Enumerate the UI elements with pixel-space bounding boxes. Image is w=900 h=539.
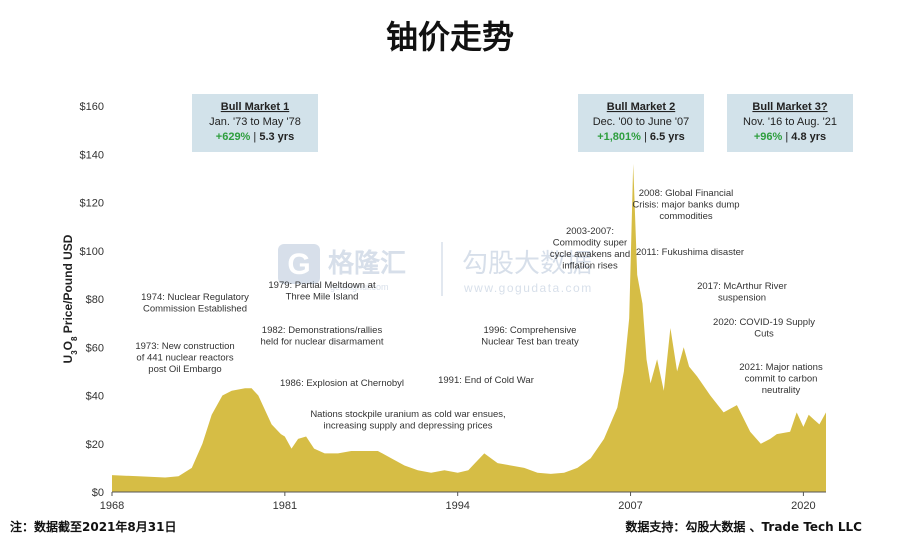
chart-annotation: 1982: Demonstrations/rallies held for nuc… [260, 325, 383, 348]
chart-annotation: Nations stockpile uranium as cold war en… [310, 409, 505, 432]
chart-annotation: 1996: Comprehensive Nuclear Test ban trea… [481, 325, 579, 348]
x-tick-label: 2020 [791, 500, 815, 512]
bull-market-box: Bull Market 1 Jan. '73 to May '78 +629% | … [192, 94, 318, 152]
watermark: G 格隆汇 gelonghui.com 勾股大数据 www.gogudata.c… [278, 242, 593, 296]
y-tick-label: $60 [86, 342, 104, 354]
y-tick-label: $80 [86, 294, 104, 306]
bull-market-box-bg [727, 94, 853, 152]
chart-annotation: 2011: Fukushima disaster [636, 247, 744, 258]
footer-note: 注：数据截至2021年8月31日 [10, 520, 177, 534]
y-axis-label: U3O8 Price/Pound USD [61, 234, 79, 363]
y-tick-label: $120 [80, 198, 104, 210]
bull-market-gain: +629% | 5.3 yrs [216, 131, 294, 143]
watermark-logo-letter: G [287, 248, 310, 281]
y-tick-label: $140 [80, 149, 104, 161]
bull-market-gain: +96% | 4.8 yrs [754, 131, 826, 143]
bull-market-box: Bull Market 2 Dec. '00 to June '07 +1,801%… [578, 94, 704, 152]
chart-annotation: 2017: McArthur River suspension [697, 281, 787, 304]
bull-market-title: Bull Market 2 [607, 101, 675, 113]
bull-market-box-bg [192, 94, 318, 152]
x-tick-label: 1994 [445, 500, 469, 512]
y-tick-label: $0 [92, 487, 104, 499]
chart-annotation: 2003-2007: Commodity super cycle awakens a… [550, 226, 630, 272]
footer-source: 数据支持：勾股大数据 、Trade Tech LLC [625, 520, 862, 534]
y-tick-label: $40 [86, 391, 104, 403]
watermark-brand2: 勾股大数据 [462, 249, 592, 279]
chart-annotation: 1991: End of Cold War [438, 375, 534, 386]
watermark-brand: 格隆汇 [328, 248, 406, 279]
bull-market-box-bg [578, 94, 704, 152]
bull-market-period: Nov. '16 to Aug. '21 [743, 116, 837, 128]
bull-market-period: Dec. '00 to June '07 [593, 116, 690, 128]
y-tick-label: $20 [86, 439, 104, 451]
watermark-url: www.gogudata.com [463, 281, 593, 295]
price-area [112, 163, 826, 492]
bull-market-title: Bull Market 3? [752, 101, 827, 113]
watermark-logo-icon [278, 244, 320, 284]
bull-market-box: Bull Market 3? Nov. '16 to Aug. '21 +96% |… [727, 94, 853, 152]
chart-annotation: 2021: Major nations commit to carbon neutr… [739, 362, 823, 396]
bull-market-gain: +1,801% | 6.5 yrs [597, 131, 685, 143]
bull-market-title: Bull Market 1 [221, 101, 289, 113]
page-title: 铀价走势 [385, 18, 514, 56]
chart-annotation: 1986: Explosion at Chernobyl [280, 378, 404, 389]
x-tick-label: 2007 [618, 500, 642, 512]
bull-market-period: Jan. '73 to May '78 [209, 116, 301, 128]
y-tick-label: $160 [80, 101, 104, 113]
x-tick-label: 1968 [100, 500, 124, 512]
chart-annotation: 1973: New construction of 441 nuclear rea… [135, 341, 234, 375]
chart-annotation: 1974: Nuclear Regulatory Commission Estab… [141, 292, 249, 315]
chart-annotation: 2008: Global Financial Crisis: major bank… [632, 188, 739, 222]
chart-annotation: 1979: Partial Meltdown at Three Mile Isla… [268, 280, 376, 303]
chart-annotation: 2020: COVID-19 Supply Cuts [713, 317, 815, 340]
x-tick-label: 1981 [273, 500, 297, 512]
y-tick-label: $100 [80, 246, 104, 258]
watermark-brand-en: gelonghui.com [330, 282, 389, 292]
